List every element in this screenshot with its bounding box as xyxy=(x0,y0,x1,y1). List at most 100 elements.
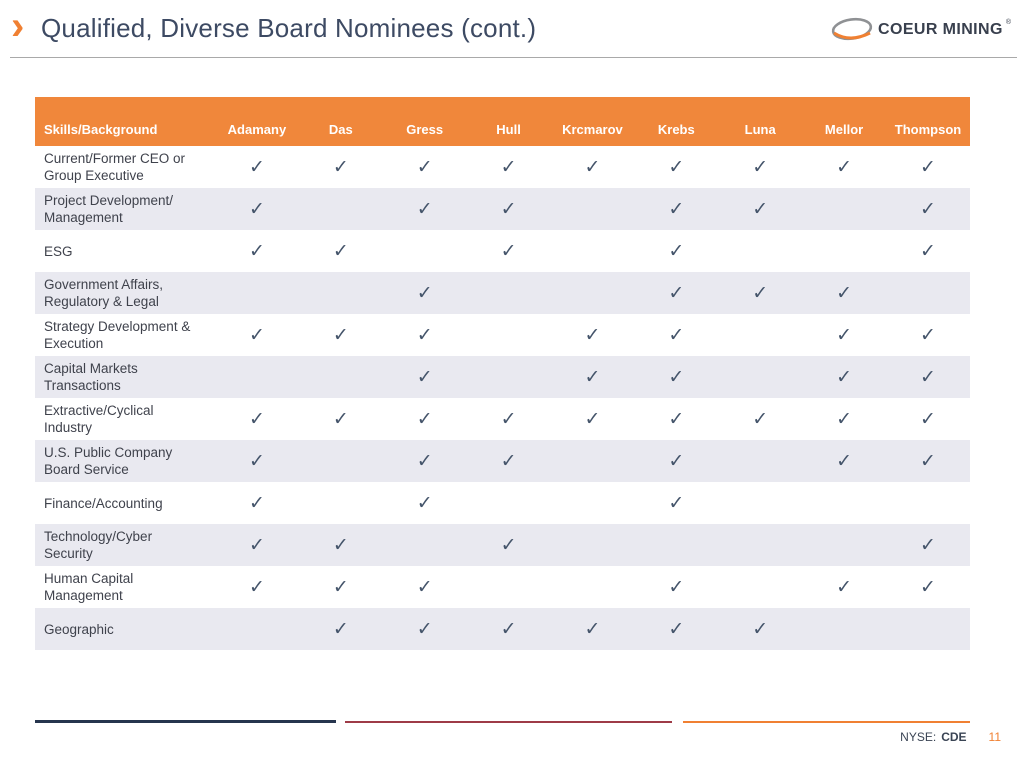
check-cell: ✓ xyxy=(550,608,635,650)
check-cell: ✓ xyxy=(886,188,970,230)
check-cell: ✓ xyxy=(466,608,551,650)
check-icon: ✓ xyxy=(500,450,517,472)
column-header-nominee: Hull xyxy=(466,97,551,146)
check-icon: ✓ xyxy=(920,534,936,556)
exchange-label: NYSE: xyxy=(900,730,937,744)
check-icon: ✓ xyxy=(836,576,853,598)
check-cell: ✓ xyxy=(886,398,970,440)
coin-icon xyxy=(831,17,873,41)
check-icon: ✓ xyxy=(248,324,265,346)
empty-cell xyxy=(466,566,551,608)
check-icon: ✓ xyxy=(332,156,349,178)
footer: NYSE: CDE 11 xyxy=(900,730,1001,744)
column-header-nominee: Krebs xyxy=(634,97,719,146)
empty-cell xyxy=(215,356,299,398)
check-icon: ✓ xyxy=(500,618,517,640)
check-icon: ✓ xyxy=(416,492,433,514)
table-header: Skills/Background Adamany Das Gress Hull Krcm… xyxy=(35,97,970,146)
check-cell: ✓ xyxy=(802,146,886,188)
check-cell: ✓ xyxy=(802,566,886,608)
empty-cell xyxy=(802,188,886,230)
skill-label: U.S. Public Company Board Service xyxy=(35,440,215,482)
check-cell: ✓ xyxy=(886,146,970,188)
check-cell: ✓ xyxy=(634,566,719,608)
check-icon: ✓ xyxy=(416,156,433,178)
check-icon: ✓ xyxy=(836,408,853,430)
check-icon: ✓ xyxy=(248,450,265,472)
check-cell: ✓ xyxy=(298,524,383,566)
check-icon: ✓ xyxy=(752,156,769,178)
check-cell: ✓ xyxy=(718,146,803,188)
table-row: Strategy Development & Execution ✓ ✓ ✓ ✓ ✓ ✓ ✓ xyxy=(35,314,970,356)
empty-cell xyxy=(382,524,467,566)
column-header-nominee: Gress xyxy=(382,97,467,146)
table-row: U.S. Public Company Board Service ✓ ✓ ✓ ✓ ✓ ✓ xyxy=(35,440,970,482)
check-cell: ✓ xyxy=(718,608,803,650)
check-cell: ✓ xyxy=(634,230,719,272)
check-cell: ✓ xyxy=(886,356,970,398)
check-icon: ✓ xyxy=(920,576,936,598)
empty-cell xyxy=(466,314,551,356)
empty-cell xyxy=(718,230,803,272)
check-icon: ✓ xyxy=(248,198,265,220)
check-cell: ✓ xyxy=(802,272,886,314)
check-cell: ✓ xyxy=(634,314,719,356)
footer-line-navy xyxy=(35,720,336,723)
column-header-nominee: Mellor xyxy=(802,97,886,146)
check-cell: ✓ xyxy=(718,188,803,230)
check-cell: ✓ xyxy=(382,566,467,608)
empty-cell xyxy=(466,482,551,524)
check-cell: ✓ xyxy=(215,314,299,356)
table-row: Project Development/ Management ✓ ✓ ✓ ✓ ✓ ✓ xyxy=(35,188,970,230)
check-cell: ✓ xyxy=(886,524,970,566)
check-icon: ✓ xyxy=(332,324,349,346)
check-cell: ✓ xyxy=(382,440,467,482)
check-cell: ✓ xyxy=(550,146,635,188)
skill-label: Technology/Cyber Security xyxy=(35,524,215,566)
check-icon: ✓ xyxy=(500,240,517,262)
check-icon: ✓ xyxy=(500,534,517,556)
check-cell: ✓ xyxy=(634,482,719,524)
empty-cell xyxy=(298,440,383,482)
check-cell: ✓ xyxy=(382,272,467,314)
check-icon: ✓ xyxy=(416,618,433,640)
check-cell: ✓ xyxy=(298,314,383,356)
check-cell: ✓ xyxy=(634,146,719,188)
check-icon: ✓ xyxy=(836,282,853,304)
check-cell: ✓ xyxy=(550,356,635,398)
check-icon: ✓ xyxy=(248,576,265,598)
empty-cell xyxy=(466,356,551,398)
empty-cell xyxy=(634,524,719,566)
check-icon: ✓ xyxy=(752,618,769,640)
check-icon: ✓ xyxy=(668,324,685,346)
empty-cell xyxy=(886,608,970,650)
check-cell: ✓ xyxy=(215,398,299,440)
check-icon: ✓ xyxy=(920,240,936,262)
footer-line-maroon xyxy=(345,721,672,723)
check-cell: ✓ xyxy=(634,608,719,650)
empty-cell xyxy=(550,230,635,272)
table-row: Extractive/Cyclical Industry ✓ ✓ ✓ ✓ ✓ ✓ ✓ ✓ ✓ xyxy=(35,398,970,440)
empty-cell xyxy=(550,272,635,314)
empty-cell xyxy=(718,314,803,356)
check-cell: ✓ xyxy=(466,230,551,272)
check-cell: ✓ xyxy=(215,566,299,608)
check-icon: ✓ xyxy=(416,198,433,220)
check-cell: ✓ xyxy=(215,524,299,566)
check-cell: ✓ xyxy=(802,398,886,440)
check-cell: ✓ xyxy=(802,356,886,398)
check-icon: ✓ xyxy=(668,408,685,430)
skills-table: Skills/Background Adamany Das Gress Hull Krcm… xyxy=(35,97,970,650)
check-cell: ✓ xyxy=(382,188,467,230)
table-row: Current/Former CEO or Group Executive ✓ ✓ ✓… xyxy=(35,146,970,188)
logo-text: COEUR MINING xyxy=(878,21,1003,38)
empty-cell xyxy=(550,188,635,230)
check-icon: ✓ xyxy=(920,198,936,220)
check-icon: ✓ xyxy=(668,282,685,304)
check-icon: ✓ xyxy=(332,408,349,430)
check-icon: ✓ xyxy=(584,618,601,640)
column-header-nominee: Thompson xyxy=(886,97,970,146)
check-cell: ✓ xyxy=(550,314,635,356)
check-cell: ✓ xyxy=(886,314,970,356)
empty-cell xyxy=(550,482,635,524)
